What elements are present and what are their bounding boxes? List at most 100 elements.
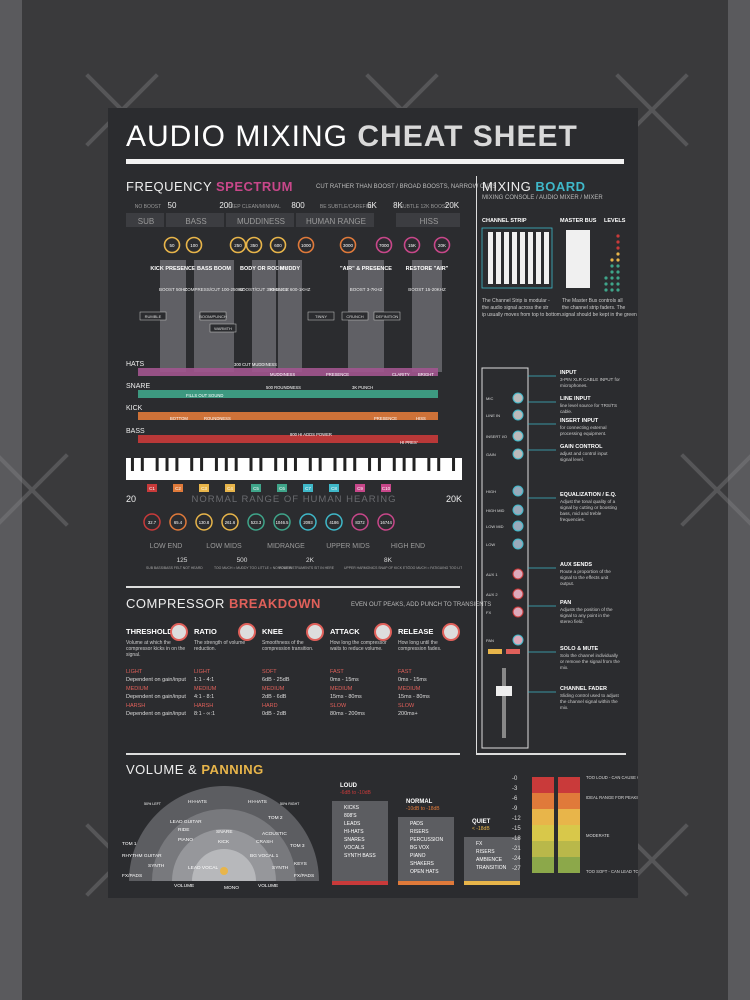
- axis-label: NORMAL RANGE OF HUMAN HEARING: [192, 494, 397, 505]
- key-tag-label: C4: [227, 486, 233, 491]
- level-meter-segment: [558, 809, 580, 825]
- panning-label: RHYTHM GUITAR: [122, 853, 162, 859]
- board-item-desc: cable.: [560, 409, 572, 414]
- volume-item: TRANSITION: [476, 865, 507, 871]
- master-note: the channel strip faders. The: [562, 305, 625, 311]
- range-note: UPPER HARMONICS SNAP OF KICK ETC: [344, 566, 410, 570]
- param-value: 1:1 - 4:1: [194, 677, 215, 683]
- note-frequency: 130.8: [199, 520, 210, 525]
- note-frequency-circle: [247, 513, 265, 531]
- eq-advice-title: BODY OR ROOMY: [240, 266, 288, 272]
- column-divider: [476, 176, 477, 753]
- channel-strip: [544, 232, 549, 284]
- strip-note: the audio signal across the str: [482, 305, 549, 311]
- param-name: ATTACK: [330, 627, 360, 636]
- volume-item: SYNTH BASS: [344, 853, 376, 859]
- panning-label: VOLUME: [258, 883, 278, 889]
- panning-label: VOLUME: [174, 883, 194, 889]
- channel-control-label: MIC: [486, 396, 493, 401]
- db-tick: -18: [512, 836, 521, 842]
- volume-title: NORMAL: [406, 799, 433, 805]
- frequency-marker: [229, 236, 247, 254]
- frequency-marker-label: 600: [274, 243, 282, 248]
- compressor-parameters: THRESHOLD Volume at which the compressor …: [126, 623, 466, 748]
- level-led: [616, 288, 620, 292]
- board-label: CHANNEL STRIP: [482, 218, 527, 224]
- instrument-label: KICK: [126, 405, 143, 412]
- volume-range: -6dB to -10dB: [340, 790, 372, 796]
- eq-advice-title: KICK PRESENCE: [150, 266, 196, 272]
- level-led: [616, 264, 620, 268]
- range-tick: 2K: [306, 557, 315, 564]
- panning-label: TOM 2: [268, 815, 283, 821]
- volume-item: SHAKERS: [410, 861, 435, 867]
- eq-advice-text: BOOST 3-7KHZ: [350, 287, 383, 292]
- volume-item: 808'S: [344, 813, 357, 819]
- frequency-marker-label: 20K: [438, 243, 446, 248]
- cheat-sheet: AUDIO MIXING CHEAT SHEET FREQUENCY SPECT…: [108, 108, 638, 898]
- volume-heading: VOLUME & PANNING: [126, 762, 264, 777]
- volume-item: AMBIENCE: [476, 857, 503, 863]
- panning-label: LEAD GUITAR: [170, 819, 202, 825]
- board-item-desc: stereo field.: [560, 619, 584, 624]
- param-knob-icon[interactable]: [306, 623, 324, 641]
- param-knob-icon[interactable]: [442, 623, 460, 641]
- board-item-desc: signal by cutting or boosting: [560, 505, 617, 510]
- board-item-title: SOLO & MUTE: [560, 646, 599, 652]
- panning-label: ACOUSTIC: [262, 831, 287, 837]
- volume-item: VOCALS: [344, 845, 365, 851]
- panning-label: HI-HATS: [188, 799, 207, 805]
- note-frequency-circle: [221, 513, 239, 531]
- section-divider: [476, 753, 626, 755]
- compressor-param-threshold: THRESHOLD Volume at which the compressor …: [126, 623, 192, 717]
- range-tick: 8K: [384, 557, 393, 564]
- panning-label: KICK: [218, 839, 230, 845]
- param-knob-icon[interactable]: [238, 623, 256, 641]
- param-knob-icon[interactable]: [170, 623, 188, 641]
- compressor-heading: COMPRESSOR BREAKDOWN: [126, 596, 321, 611]
- eq-tag-box: [199, 311, 227, 321]
- meter-note: IDEAL RANGE FOR PEAKING: [586, 795, 638, 800]
- frequency-tick-label: 50: [168, 201, 177, 210]
- volume-item: PADS: [410, 821, 424, 827]
- frequency-band-label: SUB: [138, 217, 154, 226]
- key-tag: [303, 484, 313, 492]
- piano-black-key: [368, 458, 372, 471]
- piano-black-key: [130, 458, 134, 471]
- param-level: MEDIUM: [126, 686, 149, 692]
- frequency-band: [296, 213, 374, 227]
- instrument-note: CLARITY: [392, 372, 410, 377]
- param-knob-icon[interactable]: [374, 623, 392, 641]
- frequency-band: [126, 213, 164, 227]
- board-item-title: CHANNEL FADER: [560, 686, 607, 692]
- control-knob-icon: [512, 430, 524, 442]
- control-knob-icon: [512, 588, 524, 600]
- board-item-title: INPUT: [560, 370, 577, 376]
- panning-label: RIDE: [178, 827, 189, 833]
- piano-black-key: [259, 458, 263, 471]
- eq-tag-label: WARMTH: [214, 326, 232, 331]
- level-led: [604, 288, 608, 292]
- param-level: HARD: [262, 703, 278, 709]
- piano-black-key: [392, 458, 396, 471]
- level-led: [616, 270, 620, 274]
- board-item-title: LINE INPUT: [560, 396, 591, 402]
- volume-item: PERCUSSION: [410, 837, 443, 843]
- piano-black-key: [200, 458, 204, 471]
- compressor-param-attack: ATTACK How long the compressor waits to r…: [330, 623, 396, 717]
- key-tag-label: C8: [331, 486, 337, 491]
- board-item-desc: the channel signal within the: [560, 699, 618, 704]
- instrument-label: HATS: [126, 361, 144, 368]
- watermark-x-icon: [677, 450, 750, 530]
- title-underline: [126, 159, 624, 164]
- piano-black-key: [437, 458, 441, 471]
- note-frequency: 65.4: [174, 520, 183, 525]
- button-solo: [488, 649, 502, 654]
- param-value: 2dB - 6dB: [262, 694, 287, 700]
- instrument-band: [138, 368, 438, 376]
- level-led: [610, 258, 614, 262]
- piano-black-key: [284, 458, 288, 471]
- frequency-marker: [245, 236, 263, 254]
- key-tag: [225, 484, 235, 492]
- param-level: FAST: [398, 669, 412, 675]
